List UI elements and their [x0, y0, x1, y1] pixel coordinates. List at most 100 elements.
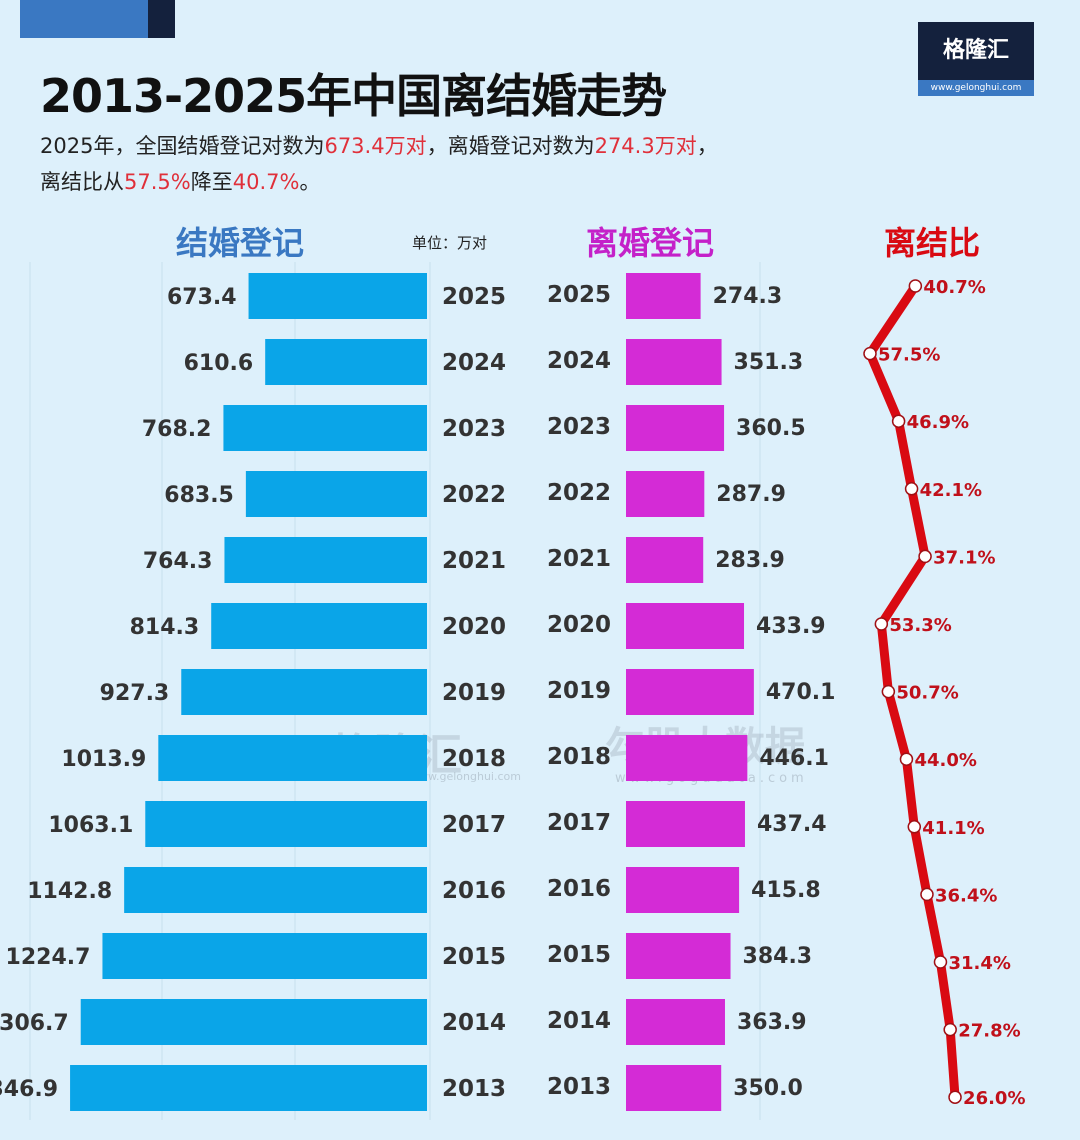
sub-highlight: 40.7% — [232, 170, 300, 194]
decorative-block-dark — [148, 0, 175, 38]
marriage-bar — [145, 801, 427, 847]
marriage-bar — [223, 405, 427, 451]
marriage-value-label: 1013.9 — [61, 747, 146, 772]
year-label-marriage: 2023 — [442, 416, 506, 442]
divorce-bar — [626, 669, 754, 715]
marriage-value-label: 1306.7 — [0, 1011, 69, 1036]
year-label-divorce: 2022 — [547, 480, 611, 506]
ratio-point — [948, 1090, 962, 1104]
ratio-value-label: 57.5% — [878, 345, 940, 366]
year-label-divorce: 2016 — [547, 876, 611, 902]
ratio-value-label: 37.1% — [933, 547, 995, 568]
marriage-bar — [181, 669, 427, 715]
year-label-marriage: 2021 — [442, 548, 506, 574]
marriage-bar — [70, 1065, 427, 1111]
divorce-bar — [626, 801, 745, 847]
marriage-value-label: 1346.9 — [0, 1077, 58, 1102]
divorce-value-label: 283.9 — [715, 548, 785, 573]
year-label-divorce: 2021 — [547, 546, 611, 572]
year-label-marriage: 2019 — [442, 680, 506, 706]
sub-text: ， — [696, 134, 718, 158]
sub-highlight: 673.4万对 — [324, 134, 427, 158]
ratio-series-title: 离结比 — [884, 224, 981, 262]
year-label-divorce: 2018 — [547, 744, 611, 770]
ratio-value-label: 50.7% — [896, 683, 958, 704]
divorce-value-label: 446.1 — [759, 746, 829, 771]
divorce-value-label: 437.4 — [757, 812, 827, 837]
marriage-value-label: 610.6 — [184, 351, 254, 376]
sub-highlight: 274.3万对 — [594, 134, 697, 158]
year-label-marriage: 2014 — [442, 1010, 506, 1036]
marriage-bar — [158, 735, 427, 781]
ratio-point — [881, 684, 896, 699]
divorce-value-label: 415.8 — [751, 878, 821, 903]
divorce-bar — [626, 405, 725, 451]
ratio-point — [863, 346, 877, 361]
chart-title: 2013-2025年中国离结婚走势 — [40, 69, 667, 123]
year-label-divorce: 2015 — [547, 942, 611, 968]
ratio-point — [918, 549, 932, 564]
year-label-divorce: 2023 — [547, 414, 611, 440]
year-label-divorce: 2025 — [547, 282, 611, 308]
marriage-value-label: 1224.7 — [6, 945, 91, 970]
marriage-value-label: 683.5 — [164, 483, 234, 508]
gelonghui-logo: 格隆汇 www.gelonghui.com — [918, 22, 1034, 96]
marriage-value-label: 1063.1 — [48, 813, 133, 838]
marriage-value-label: 768.2 — [142, 417, 212, 442]
ratio-point — [943, 1022, 957, 1037]
divorce-bar — [626, 273, 701, 319]
marriage-value-label: 673.4 — [167, 285, 237, 310]
divorce-value-label: 360.5 — [736, 416, 806, 441]
marriage-bar — [265, 339, 427, 385]
divorce-value-label: 351.3 — [734, 350, 804, 375]
ratio-point — [908, 279, 923, 293]
ratio-value-label: 40.7% — [923, 277, 985, 298]
ratio-value-label: 44.0% — [914, 750, 976, 771]
divorce-value-label: 470.1 — [766, 680, 836, 705]
divorce-value-label: 384.3 — [743, 944, 813, 969]
year-label-divorce: 2014 — [547, 1008, 611, 1034]
year-label-marriage: 2018 — [442, 746, 506, 772]
year-label-marriage: 2020 — [442, 614, 506, 640]
ratio-value-label: 36.4% — [935, 885, 997, 906]
divorce-bar — [626, 867, 740, 913]
decorative-block — [20, 0, 148, 38]
marriage-value-label: 927.3 — [100, 681, 170, 706]
marriage-bar — [124, 867, 428, 913]
ratio-value-label: 46.9% — [907, 412, 969, 433]
ratio-value-label: 27.8% — [958, 1021, 1020, 1042]
marriage-bar — [211, 603, 427, 649]
year-label-marriage: 2017 — [442, 812, 506, 838]
divorce-value-label: 363.9 — [737, 1010, 807, 1035]
divorce-value-label: 433.9 — [756, 614, 826, 639]
year-label-marriage: 2024 — [442, 350, 506, 376]
ratio-point — [874, 617, 889, 631]
divorce-bar — [626, 537, 704, 583]
unit-label: 单位：万对 — [412, 234, 488, 252]
year-label-divorce: 2017 — [547, 810, 611, 836]
year-label-marriage: 2025 — [442, 284, 506, 310]
marriage-value-label: 814.3 — [130, 615, 200, 640]
sub-text: ，离婚登记对数为 — [426, 134, 595, 158]
divorce-value-label: 287.9 — [716, 482, 786, 507]
year-label-marriage: 2013 — [442, 1076, 506, 1102]
year-label-divorce: 2019 — [547, 678, 611, 704]
marriage-bar — [245, 471, 427, 517]
subtitle-line-1: 2025年，全国结婚登记对数为673.4万对，离婚登记对数为274.3万对， — [40, 130, 718, 160]
ratio-value-label: 26.0% — [963, 1088, 1025, 1109]
marriage-bar — [224, 537, 427, 583]
marriage-bar — [80, 999, 428, 1045]
sub-text: 降至 — [190, 170, 233, 194]
divorce-bar — [626, 933, 731, 979]
year-label-divorce: 2020 — [547, 612, 611, 638]
logo-url: www.gelonghui.com — [918, 80, 1034, 96]
year-label-divorce: 2013 — [547, 1074, 611, 1100]
watermark-left-url: www.gelonghui.com — [410, 770, 521, 783]
ratio-point — [899, 752, 914, 766]
logo-text: 格隆汇 — [942, 38, 1009, 63]
divorce-series-title: 离婚登记 — [586, 224, 715, 262]
year-label-divorce: 2024 — [547, 348, 611, 374]
ratio-point — [891, 414, 906, 428]
